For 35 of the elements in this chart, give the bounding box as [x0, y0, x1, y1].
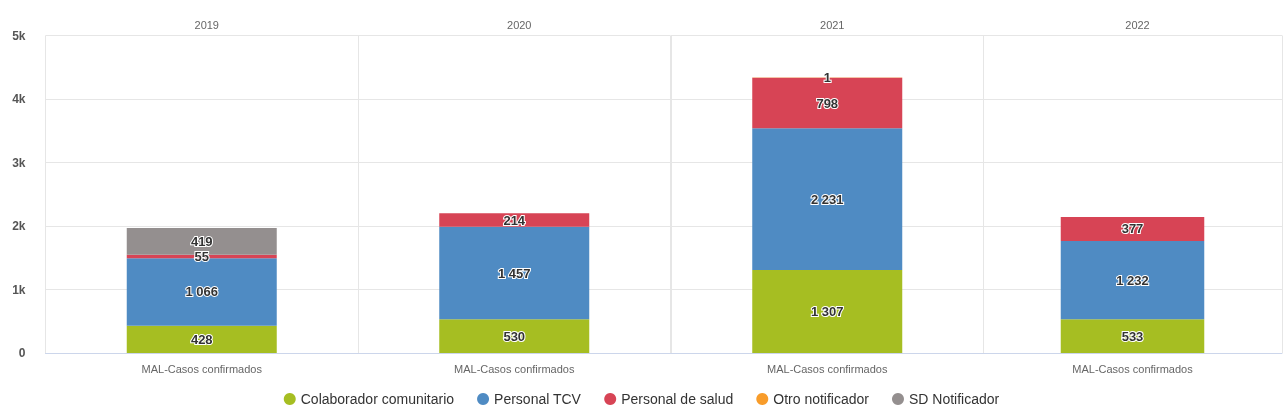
legend-label: SD Notificador: [908, 391, 1000, 405]
y-tick-label: 0: [18, 346, 26, 360]
x-tick-label: MAL-Casos confirmados: [766, 362, 888, 375]
data-label: 428: [190, 331, 213, 347]
data-label: 214: [503, 212, 526, 228]
data-label: 530: [503, 328, 526, 344]
bar: [126, 325, 277, 353]
data-label: 533: [1121, 328, 1144, 344]
data-label: 1 307: [810, 304, 844, 319]
x-tick-label: MAL-Casos confirmados: [454, 362, 575, 375]
legend-label: Personal TCV: [494, 391, 582, 405]
bar: [751, 270, 902, 353]
x-tick-label: MAL-Casos confirmados: [1072, 362, 1194, 375]
chart-title: 2021: [819, 18, 844, 31]
data-label: 798: [815, 95, 838, 111]
x-tick-label: MAL-Casos confirmados: [141, 362, 263, 375]
chart-title: 2020: [507, 18, 532, 31]
y-tick-label: 2k: [12, 219, 26, 233]
chart-title: 2022: [1125, 18, 1150, 31]
data-label: 419: [190, 233, 213, 249]
chart-title: 2019: [194, 18, 219, 31]
data-label: 1 232: [1116, 272, 1149, 288]
y-tick-label: 5k: [12, 28, 26, 43]
y-tick-label: 4k: [12, 92, 26, 106]
data-label: 1 066: [185, 284, 219, 300]
data-label: 377: [1121, 221, 1144, 237]
legend-label: Personal de salud: [621, 391, 734, 405]
legend-label: Colaborador comunitario: [300, 391, 455, 405]
y-tick-label: 3k: [12, 155, 26, 170]
data-label: 1 457: [497, 265, 531, 281]
data-label: 2 231: [810, 191, 844, 207]
y-tick-label: 1k: [12, 282, 26, 297]
legend-label: Otro notificador: [773, 391, 870, 405]
bar: [751, 128, 902, 271]
data-label: 55: [194, 248, 209, 264]
